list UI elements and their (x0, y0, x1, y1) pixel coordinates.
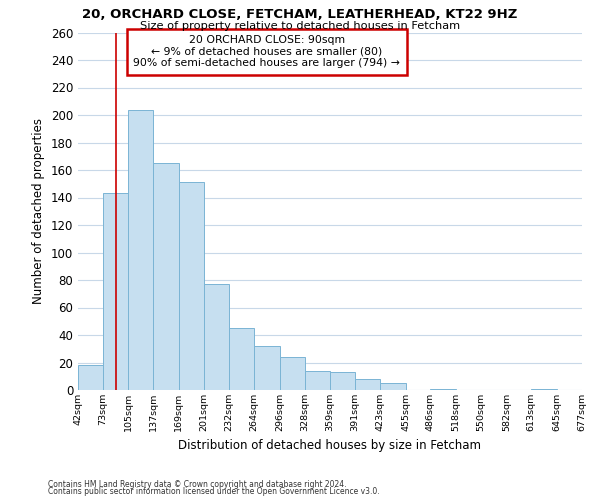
Bar (380, 383, 406, 390)
Bar (430, 388, 456, 390)
Bar (355, 379, 380, 390)
Text: Size of property relative to detached houses in Fetcham: Size of property relative to detached ho… (140, 21, 460, 31)
Bar (154, 163, 179, 390)
Bar (254, 346, 280, 390)
Bar (229, 328, 254, 390)
Bar (128, 110, 154, 390)
Bar (204, 284, 229, 390)
Bar (305, 371, 329, 390)
Bar (280, 357, 305, 390)
Bar (103, 194, 128, 390)
Bar (78, 365, 103, 390)
Bar (329, 372, 355, 390)
Bar (179, 182, 204, 390)
Text: Contains public sector information licensed under the Open Government Licence v3: Contains public sector information licen… (48, 487, 380, 496)
Text: 20 ORCHARD CLOSE: 90sqm
← 9% of detached houses are smaller (80)
90% of semi-det: 20 ORCHARD CLOSE: 90sqm ← 9% of detached… (133, 35, 400, 68)
Y-axis label: Number of detached properties: Number of detached properties (32, 118, 45, 304)
Text: 20, ORCHARD CLOSE, FETCHAM, LEATHERHEAD, KT22 9HZ: 20, ORCHARD CLOSE, FETCHAM, LEATHERHEAD,… (82, 8, 518, 20)
Text: Contains HM Land Registry data © Crown copyright and database right 2024.: Contains HM Land Registry data © Crown c… (48, 480, 347, 489)
Bar (531, 388, 557, 390)
Bar (582, 388, 600, 390)
X-axis label: Distribution of detached houses by size in Fetcham: Distribution of detached houses by size … (179, 440, 482, 452)
